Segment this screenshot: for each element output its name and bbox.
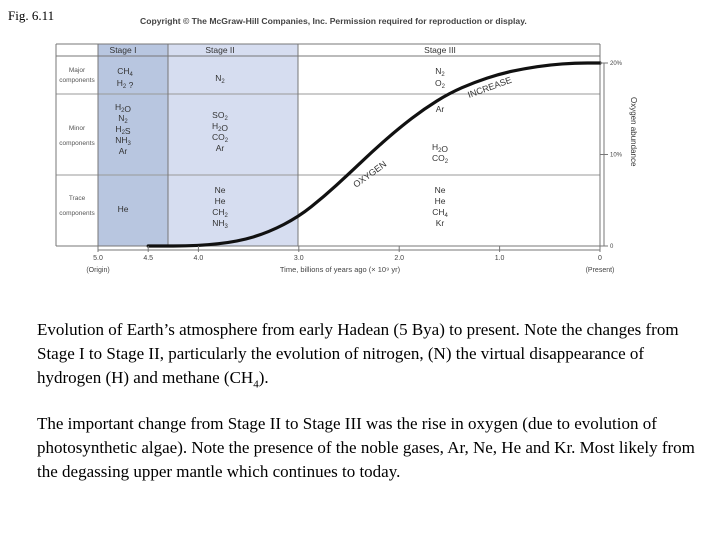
stage1-band [98, 44, 168, 246]
time-axis: 5.0 (Origin) 4.5 4.0 3.0 2.0 1.0 0 (Present) [86, 246, 614, 274]
y-axis-title: Oxygen abundance [629, 97, 638, 167]
cell-stage3-minor-b-1: CO2 [432, 153, 449, 165]
cell-stage3-major-0: N2 [435, 66, 445, 78]
cell-stage1-minor-2: H2S [115, 124, 130, 136]
stage1-header: Stage I [110, 45, 137, 55]
caption-1-end: ). [258, 368, 269, 387]
caption-paragraph-2: The important change from Stage II to St… [37, 414, 695, 481]
x-axis-title: Time, billions of years ago (× 10⁹ yr) [280, 265, 401, 274]
cell-stage2-minor-1: H2O [212, 121, 228, 133]
cell-stage2-trace-1: He [215, 196, 226, 206]
x-tick-note: (Origin) [86, 267, 109, 274]
cell-stage3-trace-1: He [435, 196, 446, 206]
x-tick-label: 2.0 [394, 255, 404, 262]
copyright-text: Copyright © The McGraw-Hill Companies, I… [140, 16, 527, 26]
cell-stage3-trace-2: CH4 [432, 207, 448, 219]
cell-stage1-trace-0: He [118, 204, 129, 214]
stage3-band [298, 44, 600, 246]
x-tick-label: 4.5 [143, 255, 153, 262]
row-label-minor-2: components [59, 140, 95, 147]
cell-stage1-minor-0: H2O [115, 102, 131, 114]
row-label-major-2: components [59, 77, 95, 84]
caption-1-text: Evolution of Earth’s atmosphere from ear… [37, 320, 679, 387]
cell-stage3-minor-b-0: H2O [432, 142, 448, 154]
cell-stage3-trace-3: Kr [436, 218, 445, 228]
row-label-trace-1: Trace [69, 195, 86, 202]
y-tick-label: 20% [610, 61, 623, 67]
cell-stage2-trace-2: CH2 [212, 207, 228, 219]
stage3-header: Stage III [424, 45, 456, 55]
cell-stage3-trace-0: Ne [435, 185, 446, 195]
cell-stage1-major-0: CH4 [117, 66, 133, 78]
cell-stage2-trace-0: Ne [215, 185, 226, 195]
atmosphere-evolution-figure: Copyright © The McGraw-Hill Companies, I… [55, 16, 638, 274]
cell-stage2-minor-3: Ar [216, 143, 225, 153]
cell-stage2-minor-2: CO2 [212, 132, 229, 144]
x-tick-note: (Present) [586, 267, 615, 274]
stage2-band [168, 44, 298, 246]
stage2-header: Stage II [205, 45, 234, 55]
cell-stage1-minor-3: NH3 [115, 135, 131, 147]
oxygen-curve [146, 61, 602, 248]
x-tick-label: 0 [598, 255, 602, 262]
figure-label: Fig. 6.11 [8, 8, 55, 23]
cell-stage3-minor-a-0: Ar [436, 104, 445, 114]
y-tick-label: 0 [610, 244, 614, 250]
row-label-major-1: Major [69, 67, 86, 74]
cell-stage1-minor-4: Ar [119, 146, 128, 156]
cell-stage1-minor-1: N2 [118, 113, 128, 125]
caption-1-subscript: 4 [253, 378, 259, 391]
caption-paragraph-1: Evolution of Earth’s atmosphere from ear… [37, 318, 697, 390]
cell-stage2-major-0: N2 [215, 73, 225, 85]
row-label-trace-2: components [59, 210, 95, 217]
x-tick-label: 1.0 [495, 255, 505, 262]
oxygen-abundance-axis: 0 10% 20% [600, 61, 623, 250]
x-tick-label: 5.0 [93, 255, 103, 262]
x-tick-label: 3.0 [294, 255, 304, 262]
row-label-band [56, 44, 98, 246]
row-label-minor-1: Minor [69, 125, 86, 132]
cell-stage3-major-1: O2 [435, 78, 446, 90]
y-tick-label: 10% [610, 153, 623, 159]
cell-stage1-major-1: H2 ? [117, 78, 134, 90]
cell-stage2-trace-3: NH3 [212, 218, 228, 230]
x-tick-label: 4.0 [194, 255, 204, 262]
cell-stage2-minor-0: SO2 [212, 110, 228, 122]
